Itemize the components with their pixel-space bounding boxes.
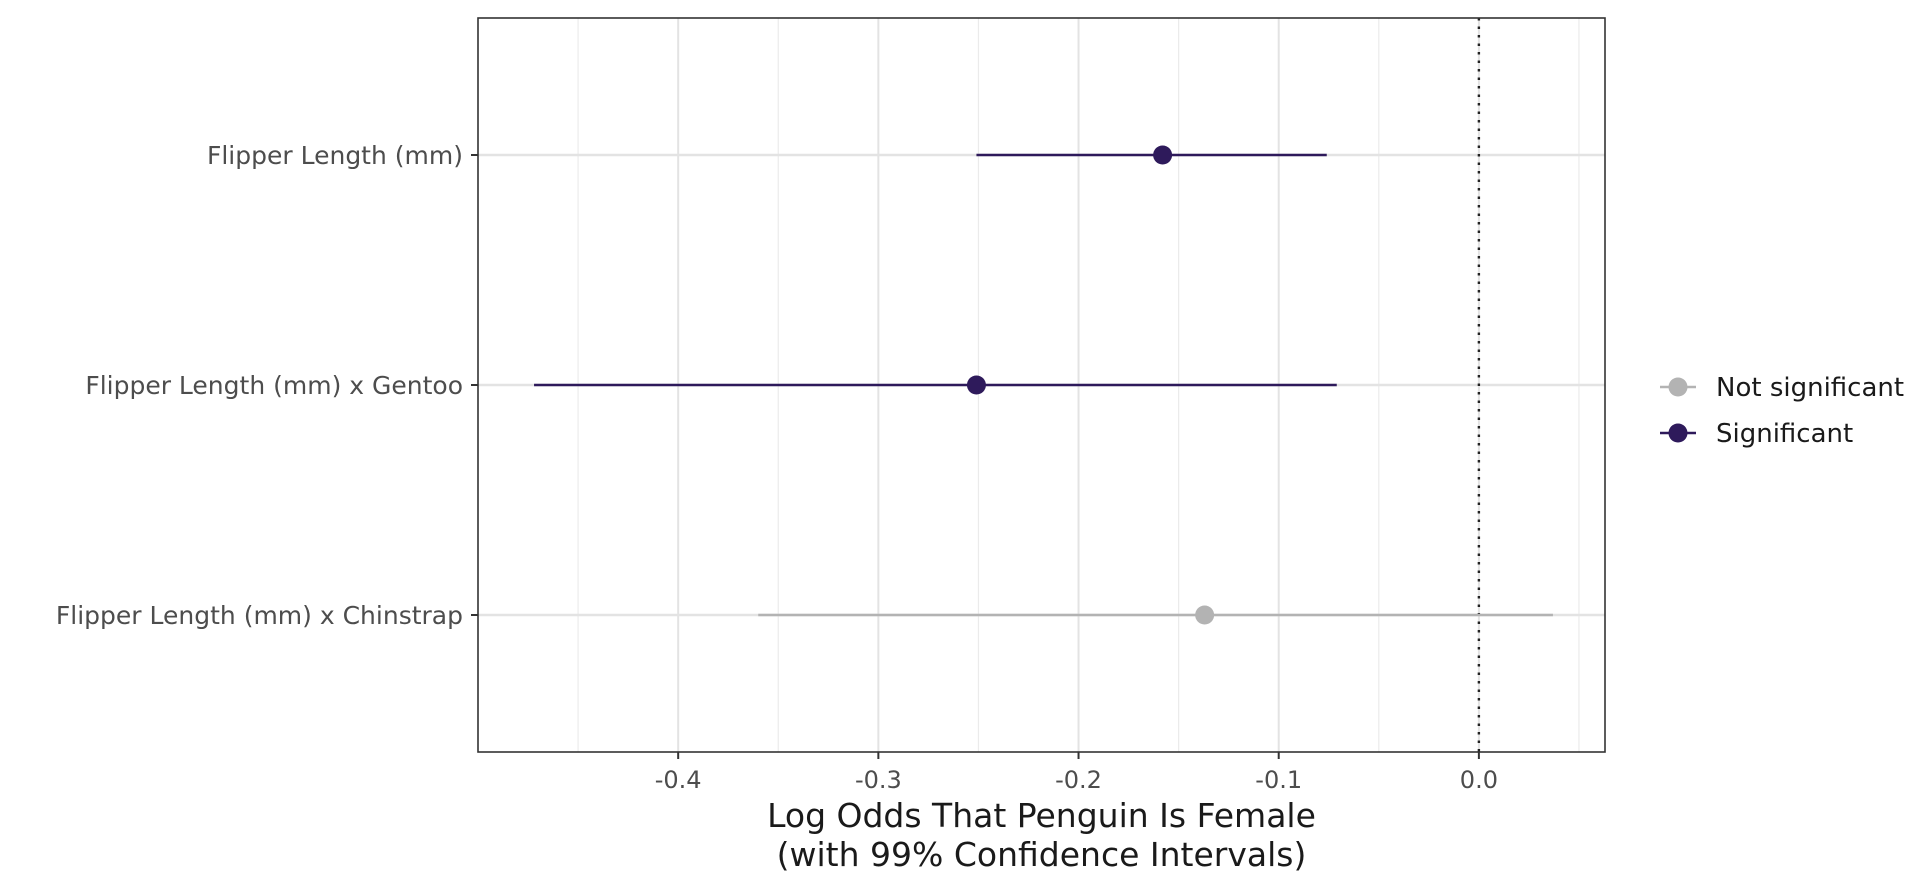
legend-key-point	[1668, 423, 1688, 443]
legend-label: Not significant	[1716, 373, 1904, 403]
category-label: Flipper Length (mm)	[207, 141, 463, 170]
x-axis-title: Log Odds That Penguin Is Female(with 99%…	[767, 796, 1316, 874]
category-label: Flipper Length (mm) x Chinstrap	[56, 601, 463, 630]
legend-key-point	[1668, 377, 1688, 397]
estimate-point	[966, 375, 986, 395]
x-tick-label: 0.0	[1460, 766, 1498, 794]
category-label: Flipper Length (mm) x Gentoo	[85, 371, 463, 400]
legend: Not significant Significant	[1660, 373, 1904, 449]
data-layer	[534, 145, 1553, 625]
x-axis-title-line: (with 99% Confidence Intervals)	[777, 835, 1307, 874]
estimate-point	[1195, 605, 1215, 625]
x-tick-label: -0.4	[655, 766, 702, 794]
x-tick-label: -0.3	[855, 766, 902, 794]
x-tick-label: -0.2	[1055, 766, 1102, 794]
x-axis-title-line: Log Odds That Penguin Is Female	[767, 796, 1316, 835]
x-tick-label: -0.1	[1255, 766, 1302, 794]
legend-label: Significant	[1716, 419, 1853, 449]
estimate-point	[1153, 145, 1173, 165]
axes: Flipper Length (mm) Flipper Length (mm) x…	[56, 141, 1498, 794]
